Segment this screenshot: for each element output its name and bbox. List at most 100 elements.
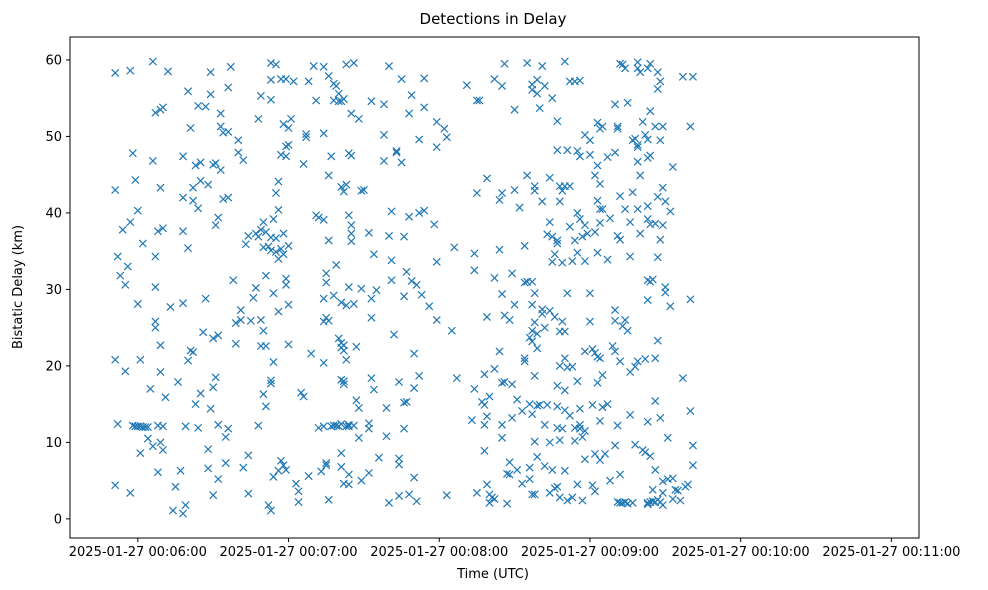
data-point [636,171,645,180]
data-point [379,100,389,109]
data-point [209,383,218,392]
data-point [658,477,667,486]
data-point [224,424,233,433]
data-point [349,58,358,68]
data-point [284,123,293,133]
data-point [395,491,404,500]
data-point [618,60,627,69]
data-point [138,239,147,248]
data-point [508,269,517,278]
data-point [651,397,660,406]
data-point [364,424,373,433]
data-point [367,313,376,322]
data-point [550,484,559,493]
data-point [648,485,657,494]
data-point [297,388,306,397]
data-point [480,370,489,379]
data-point [307,349,316,358]
data-point [533,452,542,461]
data-point [560,386,569,395]
data-point [209,334,218,343]
y-tick-label: 20 [45,359,62,374]
data-point [116,271,125,280]
data-point [530,289,539,298]
data-point [621,315,630,325]
data-point [666,302,675,311]
data-point [588,345,597,354]
data-point [472,96,481,105]
data-point [633,143,642,152]
data-point [470,384,479,393]
data-point [595,455,605,465]
data-point [508,380,517,389]
data-point [121,280,130,289]
data-point [379,130,389,139]
data-point [284,340,293,349]
data-point [651,219,660,228]
data-point [616,235,625,244]
data-point [593,118,602,127]
data-point [575,404,584,413]
data-point [281,280,291,289]
data-point [585,150,594,159]
data-point [400,424,409,433]
data-point [523,58,532,68]
data-point [593,352,602,361]
data-point [364,228,373,237]
data-point [111,68,120,77]
data-point [261,402,270,411]
data-point [641,448,650,457]
data-point [520,278,529,287]
data-point [661,288,670,297]
data-point [211,373,220,382]
data-point [284,300,293,309]
data-point [550,312,559,321]
data-point [319,294,328,303]
data-point [470,249,479,258]
data-point [540,462,549,471]
data-point [347,151,356,160]
data-point [184,87,193,96]
data-point [349,299,358,308]
data-point [214,475,223,484]
data-point [281,75,291,84]
x-tick-label: 2025-01-27 00:11:00 [822,545,960,560]
data-point [276,244,286,253]
data-point [560,57,569,66]
data-point [415,371,424,380]
data-point [490,364,499,373]
data-point [643,135,652,144]
data-point [344,470,353,479]
data-point [133,299,142,308]
data-point [141,423,150,432]
data-point [480,400,489,409]
data-point [628,188,637,197]
data-point [133,206,142,215]
data-point [525,463,534,472]
data-point [580,455,589,464]
data-point [641,354,650,364]
data-point [289,77,298,86]
data-point [580,426,589,435]
data-point [420,206,429,215]
data-point [558,186,567,195]
data-point [528,277,537,286]
data-point [266,376,275,385]
data-point [239,156,248,165]
data-point [440,124,449,133]
data-point [234,148,243,157]
y-axis-label: Bistatic Delay (km) [11,225,26,349]
data-point [269,472,278,481]
data-point [498,433,507,442]
chart-title: Detections in Delay [420,10,567,28]
data-point [271,234,280,243]
data-point [224,83,233,92]
data-point [450,243,459,252]
data-point [548,257,557,266]
data-point [249,293,258,302]
data-point [274,177,283,186]
data-point [256,315,265,325]
data-point [126,66,135,75]
data-point [196,176,205,185]
data-point [611,306,620,315]
